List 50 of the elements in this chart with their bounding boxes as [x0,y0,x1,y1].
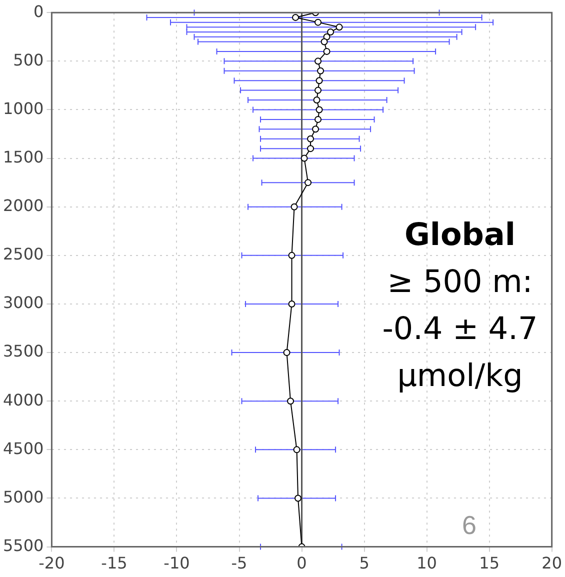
annotation: -0.4 ± 4.7 [381,310,539,349]
x-tick-label: 5 [359,554,370,573]
y-tick-label: 0 [34,2,44,21]
x-tick-label: 15 [479,554,500,573]
point [294,494,302,502]
x-tick-label: -10 [164,554,190,573]
point [312,126,320,133]
y-tick-label: 5000 [3,487,44,506]
point [316,106,323,114]
point [307,135,314,142]
x-tick-label: 20 [542,554,562,573]
point [336,24,343,31]
x-tick-label: -5 [231,554,248,573]
point [287,398,294,405]
annotation: Global [403,216,517,255]
y-tick-label: 3500 [3,342,44,361]
point [283,349,290,356]
point [320,38,328,46]
y-tick-label: 1500 [3,147,44,166]
point [327,28,334,36]
y-tick-label: 2000 [3,196,44,216]
x-tick-label: -20 [38,554,65,573]
point [314,86,322,94]
y-tick-label: 4000 [3,390,44,410]
annotation: µmol/kg [396,357,524,396]
point [290,203,298,210]
point [316,77,323,84]
point [313,96,320,104]
x-tick-label: 10 [416,554,437,573]
point [288,300,296,308]
x-tick-label: -15 [101,554,128,573]
x-tick-label: 0 [296,554,307,573]
point [314,58,322,65]
y-tick-label: 3000 [3,293,44,312]
y-tick-label: 4500 [3,438,44,458]
y-tick-label: 5500 [3,536,44,555]
point [293,446,300,454]
y-tick-label: 1000 [3,98,44,118]
annotation: 6 [462,510,476,541]
point [307,145,314,152]
point [323,48,330,55]
y-tick-label: 2500 [3,244,44,264]
point [304,179,312,186]
y-tick-label: 500 [13,50,44,70]
point [317,67,324,74]
point [314,18,322,26]
point [300,154,308,162]
point [314,116,322,123]
annotation: ≥ 500 m: [386,263,534,302]
point [288,252,296,259]
